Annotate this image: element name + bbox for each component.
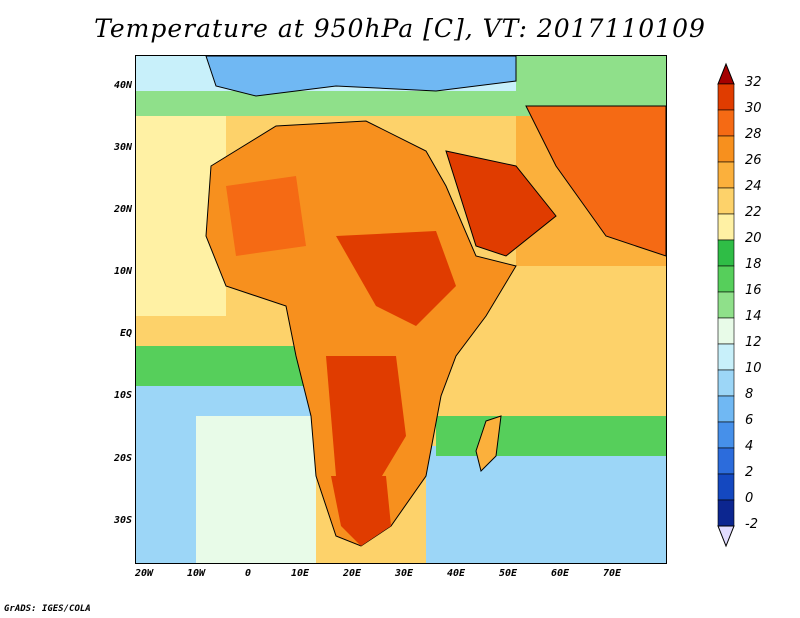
colorbar-segment xyxy=(717,265,735,293)
colorbar-tick-label: 2 xyxy=(745,465,754,480)
colorbar-tick-label: 14 xyxy=(745,309,762,324)
middle-east-asia xyxy=(525,105,666,257)
colorbar-segment xyxy=(717,447,735,475)
colorbar-segment xyxy=(717,213,735,241)
colorbar-segment xyxy=(717,109,735,137)
colorbar-tick-label: 8 xyxy=(745,387,754,402)
lon-label: 20E xyxy=(342,568,362,579)
south-indian xyxy=(426,446,666,563)
lon-label: 50E xyxy=(498,568,518,579)
colorbar-segment xyxy=(717,291,735,319)
lat-label: 20N xyxy=(113,204,132,215)
lat-label: 10S xyxy=(113,390,132,401)
colorbar-segment xyxy=(717,187,735,215)
colorbar-tick-label: 18 xyxy=(745,257,762,272)
colorbar xyxy=(717,62,735,548)
colorbar-segment xyxy=(717,499,735,527)
west-sahara-hot-area xyxy=(226,176,306,256)
colorbar-top-arrow xyxy=(717,62,735,85)
colorbar-tick-label: 26 xyxy=(745,153,762,168)
lat-label: 40N xyxy=(113,80,132,91)
colorbar-tick-label: 28 xyxy=(745,127,762,142)
colorbar-segment xyxy=(717,135,735,163)
lon-label: 10W xyxy=(186,568,206,579)
lat-label: 10N xyxy=(113,266,132,277)
colorbar-segment xyxy=(717,317,735,345)
colorbar-bottom-arrow xyxy=(717,525,735,548)
lon-label: 30E xyxy=(394,568,414,579)
colorbar-segment xyxy=(717,343,735,371)
colorbar-tick-label: 30 xyxy=(745,101,762,116)
colorbar-tick-label: -2 xyxy=(745,517,758,532)
colorbar-tick-label: 10 xyxy=(745,361,762,376)
colorbar-segment xyxy=(717,83,735,111)
lon-label: 0 xyxy=(244,568,252,579)
benguela-area xyxy=(196,416,316,563)
credit-text: GrADS: IGES/COLA xyxy=(4,604,91,614)
colorbar-segment xyxy=(717,395,735,423)
colorbar-tick-label: 6 xyxy=(745,413,754,428)
colorbar-tick-label: 4 xyxy=(745,439,754,454)
south-atlantic-edge xyxy=(136,346,316,386)
colorbar-segment xyxy=(717,473,735,501)
lat-label: 30S xyxy=(113,515,132,526)
lon-label: 10E xyxy=(290,568,310,579)
arabian-peninsula xyxy=(445,150,557,257)
map-canvas xyxy=(136,56,666,563)
lat-label: 30N xyxy=(113,142,132,153)
lat-label: EQ xyxy=(119,328,132,339)
south-africa-hot-area xyxy=(331,476,391,546)
lon-label: 60E xyxy=(550,568,570,579)
colorbar-segment xyxy=(717,161,735,189)
europe-landmass xyxy=(205,56,517,97)
lon-label: 70E xyxy=(602,568,622,579)
temperature-map xyxy=(135,55,667,564)
madagascar xyxy=(475,415,502,472)
lon-label: 40E xyxy=(446,568,466,579)
colorbar-tick-label: 32 xyxy=(745,75,762,90)
colorbar-tick-label: 16 xyxy=(745,283,762,298)
map-title: Temperature at 950hPa [C], VT: 201711010… xyxy=(94,14,706,43)
central-hot-area xyxy=(326,356,406,486)
colorbar-tick-label: 20 xyxy=(745,231,762,246)
colorbar-segment xyxy=(717,369,735,397)
colorbar-tick-label: 24 xyxy=(745,179,762,194)
lat-label: 20S xyxy=(113,453,132,464)
colorbar-tick-label: 0 xyxy=(745,491,754,506)
indian-green-band xyxy=(436,416,666,456)
colorbar-tick-label: 12 xyxy=(745,335,762,350)
colorbar-segment xyxy=(717,239,735,267)
sahel-hot-area xyxy=(336,231,456,326)
lon-label: 20W xyxy=(134,568,154,579)
colorbar-segment xyxy=(717,421,735,449)
colorbar-tick-label: 22 xyxy=(745,205,762,220)
